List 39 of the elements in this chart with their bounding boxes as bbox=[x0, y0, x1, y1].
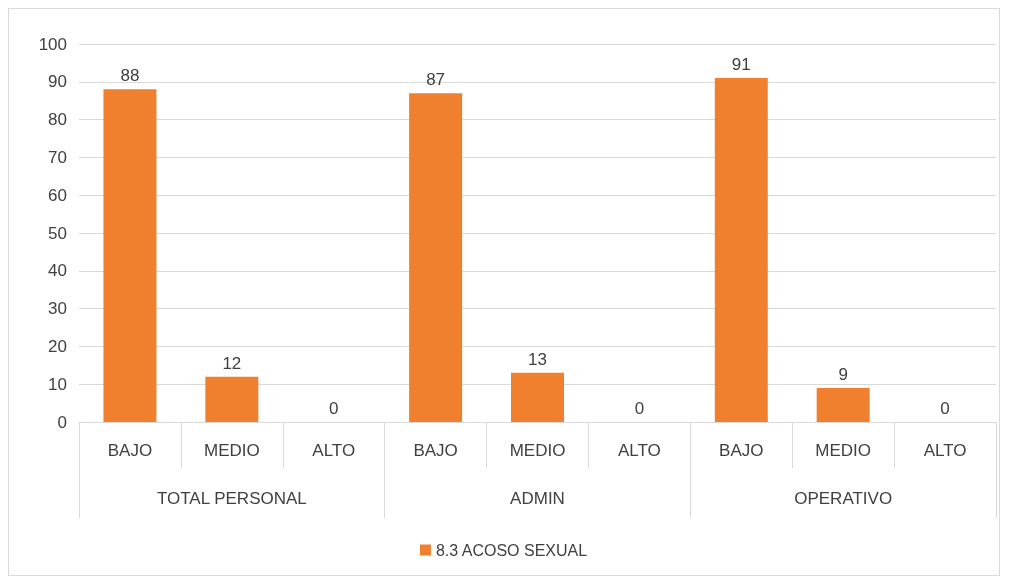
data-label: 9 bbox=[838, 364, 848, 384]
x-tick-label: MEDIO bbox=[509, 441, 566, 460]
bar bbox=[714, 78, 768, 422]
y-tick-label: 60 bbox=[48, 185, 67, 205]
data-label: 88 bbox=[120, 66, 140, 86]
y-tick-label: 90 bbox=[48, 72, 67, 92]
y-tick-label: 70 bbox=[48, 147, 67, 167]
x-tick-label: BAJO bbox=[719, 441, 764, 460]
bar bbox=[816, 387, 870, 422]
y-tick-label: 20 bbox=[48, 336, 67, 356]
y-tick-label: 30 bbox=[48, 299, 67, 319]
data-label: 87 bbox=[426, 70, 446, 90]
x-tick-label: MEDIO bbox=[203, 441, 260, 460]
y-tick-label: 50 bbox=[48, 223, 67, 243]
data-label: 91 bbox=[731, 55, 751, 75]
data-label: 0 bbox=[940, 399, 950, 418]
x-tick-label: MEDIO bbox=[815, 441, 872, 460]
y-tick-label: 10 bbox=[48, 374, 67, 394]
text: ADMIN bbox=[510, 489, 565, 508]
bar bbox=[409, 93, 463, 422]
y-tick-label: 0 bbox=[57, 412, 67, 432]
data-label: 13 bbox=[528, 349, 547, 369]
legend-label: 8.3 ACOSO SEXUAL bbox=[435, 541, 588, 559]
x-tick-label: BAJO bbox=[413, 441, 458, 460]
x-tick-label: ALTO bbox=[923, 441, 967, 460]
data-label: 0 bbox=[634, 399, 645, 418]
y-tick-label: 100 bbox=[38, 34, 67, 54]
x-tick-label: ALTO bbox=[617, 441, 661, 460]
bar bbox=[205, 376, 259, 422]
data-label: 12 bbox=[222, 353, 242, 373]
data-label: 0 bbox=[328, 399, 339, 418]
bar bbox=[103, 89, 157, 422]
y-tick-label: 80 bbox=[48, 110, 67, 130]
text: TOTAL PERSONAL bbox=[156, 489, 307, 508]
x-tick-label: ALTO bbox=[312, 441, 356, 460]
x-tick-label: BAJO bbox=[107, 441, 153, 460]
text: OPERATIVO bbox=[794, 489, 893, 508]
y-tick-label: 40 bbox=[48, 261, 67, 281]
bar bbox=[511, 372, 564, 422]
